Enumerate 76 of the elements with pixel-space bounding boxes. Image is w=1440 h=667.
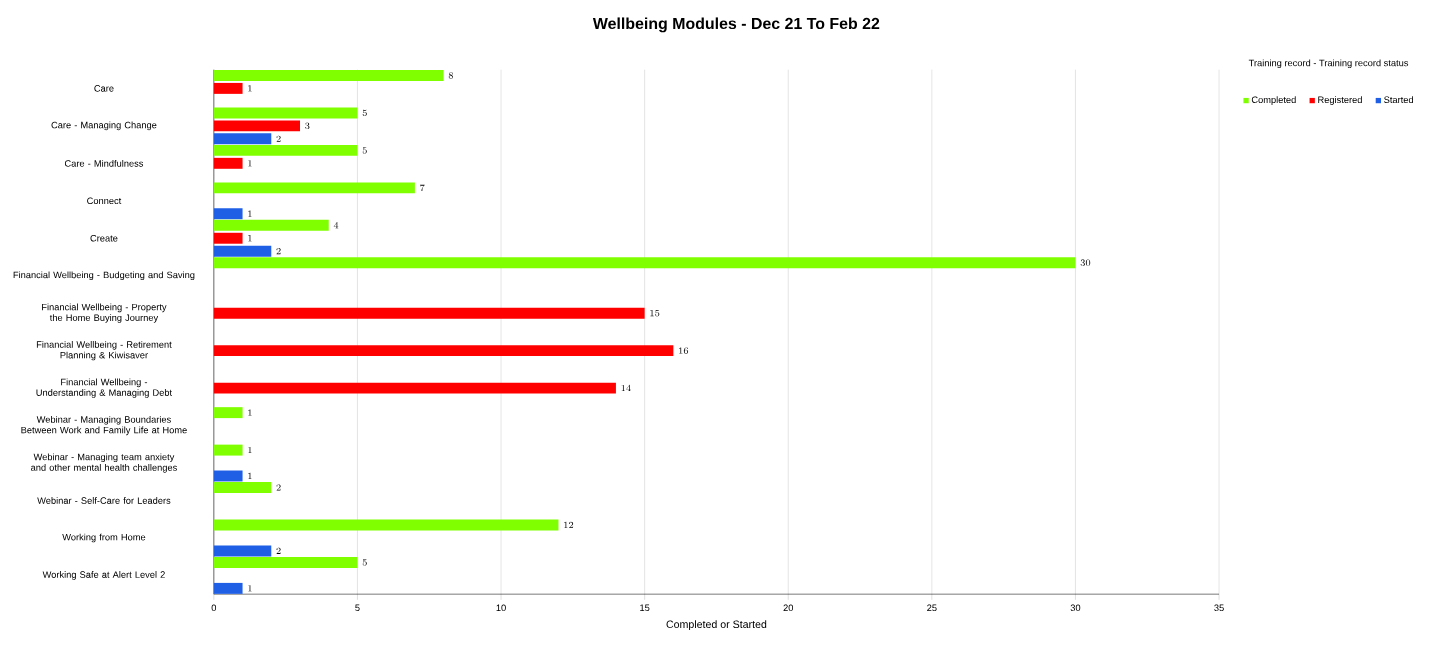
bar [213,482,272,494]
data-label: 1 [248,235,252,242]
x-tick-label: 30 [1070,604,1081,612]
bar [213,407,243,419]
data-label: 1 [248,585,252,592]
bar [213,245,272,257]
legend-label: Registered [1318,96,1362,105]
data-label: 8 [448,72,454,79]
y-tick-label: Financial Wellbeing - Property the Home Buying Journey [42,303,167,323]
data-label: 7 [420,184,425,192]
bar [213,257,1076,269]
x-axis-title: Completed or Started [666,620,767,631]
data-label: 1 [248,472,252,480]
bar [213,557,358,569]
y-tick-label: Connect [87,197,122,205]
data-label: 12 [564,521,574,529]
y-tick-label: Create [90,235,118,242]
data-label: 30 [1080,259,1091,267]
bar [213,545,272,557]
bar [213,219,329,231]
chart-title: Wellbeing Modules - Dec 21 To Feb 22 [592,17,880,33]
data-label: 2 [276,135,281,142]
bar [213,107,358,119]
y-tick-label: Care - Managing Change [51,121,157,131]
bar [213,120,300,132]
data-label: 2 [276,484,281,491]
data-label: 1 [248,85,252,92]
y-tick-label: Working Safe at Alert Level 2 [42,571,165,580]
data-label: 4 [333,222,339,229]
data-label: 1 [248,447,252,454]
bar [213,382,616,394]
data-label: 14 [621,384,631,392]
y-tick-label: Care [94,85,114,92]
y-tick-label: Webinar - Managing Boundaries Between Work and Family Life at Home [21,416,187,436]
bar [213,345,674,357]
y-tick-label: Financial Wellbeing - Understanding & Managing Debt [36,378,173,398]
x-tick-label: 5 [355,604,360,612]
bar [213,70,444,82]
y-tick-label: Financial Wellbeing - Retirement Planning & Kiwisaver [36,341,172,361]
bar [213,208,243,220]
data-label: 5 [362,147,367,154]
bar [213,232,243,244]
bar [213,582,243,594]
legend-title: Training record - Training record status [1248,59,1409,69]
bar [213,157,243,169]
data-label: 5 [362,559,367,566]
data-label: 2 [276,547,281,554]
x-tick-label: 25 [927,604,937,612]
x-tick-label: 10 [496,604,506,612]
y-tick-label: Webinar - Managing team anxiety and other mental health challenges [31,453,177,473]
data-label: 1 [248,210,252,217]
bar [213,133,272,145]
x-tick-label: 20 [783,604,794,612]
data-label: 3 [305,122,310,130]
data-label: 15 [650,310,660,317]
legend-label: Started [1384,96,1414,104]
y-tick-label: Webinar - Self-Care for Leaders [37,497,171,504]
y-tick-label: Working from Home [62,533,146,543]
data-label: 1 [248,409,252,416]
x-tick-label: 15 [640,604,650,612]
bar [213,470,243,482]
data-label: 2 [276,248,281,255]
y-tick-label: Care - Mindfulness [64,160,144,167]
bar [213,145,358,156]
x-tick-label: 0 [211,604,217,612]
legend-label: Completed [1251,96,1296,105]
y-tick-label: Financial Wellbeing - Budgeting and Saving [13,271,195,281]
bar [213,444,243,456]
x-tick-label: 35 [1214,604,1224,612]
bar [213,519,559,531]
data-label: 1 [248,160,252,167]
bar [213,83,243,94]
bar [213,182,415,194]
data-label: 5 [362,109,367,117]
bar [213,307,645,319]
data-label: 16 [679,347,689,354]
